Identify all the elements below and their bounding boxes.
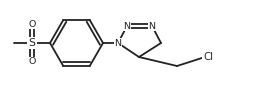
Text: N: N [124, 22, 131, 31]
Text: N: N [149, 22, 155, 31]
Text: O: O [28, 20, 36, 28]
Text: Cl: Cl [203, 52, 213, 62]
Text: N: N [115, 39, 122, 47]
Text: S: S [29, 38, 35, 48]
Text: O: O [28, 58, 36, 66]
